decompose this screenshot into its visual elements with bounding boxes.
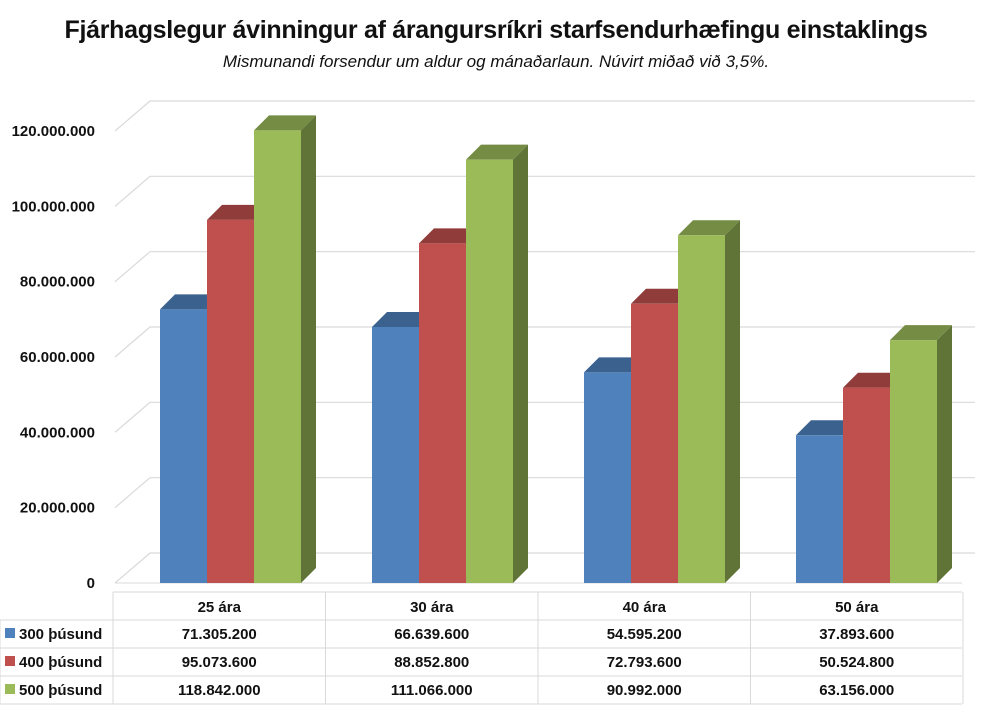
bar-top bbox=[419, 228, 481, 244]
bar-front bbox=[372, 326, 419, 583]
legend-label: 500 þúsund bbox=[19, 682, 102, 699]
bar-front bbox=[584, 372, 631, 583]
y-tick-label: 60.000.000 bbox=[20, 349, 95, 366]
gridline bbox=[114, 100, 975, 132]
bar bbox=[466, 144, 528, 583]
table-value: 95.073.600 bbox=[182, 654, 257, 671]
table-value: 72.793.600 bbox=[607, 654, 682, 671]
y-tick-label: 80.000.000 bbox=[20, 274, 95, 291]
legend-swatch bbox=[5, 656, 15, 666]
table-value: 50.524.800 bbox=[819, 654, 894, 671]
bar bbox=[254, 115, 316, 583]
legend-swatch bbox=[5, 628, 15, 638]
bar-front bbox=[207, 219, 254, 583]
category-label: 25 ára bbox=[198, 599, 242, 616]
category-label: 40 ára bbox=[623, 599, 667, 616]
bar-top bbox=[254, 115, 316, 131]
bar-top bbox=[796, 420, 858, 436]
y-tick-label: 100.000.000 bbox=[12, 198, 95, 215]
y-tick-label: 0 bbox=[87, 575, 95, 592]
category-label: 30 ára bbox=[410, 599, 454, 616]
bar-front bbox=[466, 159, 513, 583]
bar bbox=[890, 325, 952, 583]
bar-front bbox=[254, 130, 301, 583]
bar-top bbox=[160, 294, 222, 310]
y-tick-label: 20.000.000 bbox=[20, 500, 95, 517]
gridline bbox=[114, 175, 975, 207]
bar-front bbox=[678, 235, 725, 583]
bar-top bbox=[631, 288, 693, 304]
table-value: 54.595.200 bbox=[607, 626, 682, 643]
bar-side bbox=[513, 144, 528, 583]
table-value: 118.842.000 bbox=[178, 682, 261, 699]
table-value: 71.305.200 bbox=[182, 626, 257, 643]
bar-top bbox=[843, 372, 905, 388]
bar-front bbox=[796, 435, 843, 583]
bar bbox=[678, 220, 740, 583]
table-value: 88.852.800 bbox=[394, 654, 469, 671]
table-value: 66.639.600 bbox=[394, 626, 469, 643]
legend-label: 300 þúsund bbox=[19, 626, 102, 643]
chart-subtitle: Mismunandi forsendur um aldur og mánaðar… bbox=[222, 52, 770, 71]
bar-top bbox=[466, 144, 528, 160]
bar-front bbox=[160, 309, 207, 583]
table-value: 63.156.000 bbox=[819, 682, 894, 699]
bar-side bbox=[725, 220, 740, 583]
bar-front bbox=[843, 387, 890, 583]
bar-front bbox=[631, 303, 678, 583]
legend-swatch bbox=[5, 684, 15, 694]
y-tick-label: 120.000.000 bbox=[12, 123, 95, 140]
table-value: 90.992.000 bbox=[607, 682, 682, 699]
table-value: 37.893.600 bbox=[819, 626, 894, 643]
bar-side bbox=[301, 115, 316, 583]
bar-top bbox=[678, 220, 740, 236]
bar-top bbox=[207, 204, 269, 220]
bar-top bbox=[890, 325, 952, 341]
table-value: 111.066.000 bbox=[391, 682, 473, 699]
legend-label: 400 þúsund bbox=[19, 654, 102, 671]
bar-front bbox=[890, 340, 937, 583]
bar-front bbox=[419, 243, 466, 584]
category-label: 50 ára bbox=[835, 599, 879, 616]
y-tick-label: 40.000.000 bbox=[20, 424, 95, 441]
bar-top bbox=[372, 311, 434, 327]
chart-title: Fjárhagslegur ávinningur af árangursríkr… bbox=[64, 16, 928, 44]
bar-top bbox=[584, 357, 646, 373]
bar-side bbox=[937, 325, 952, 583]
